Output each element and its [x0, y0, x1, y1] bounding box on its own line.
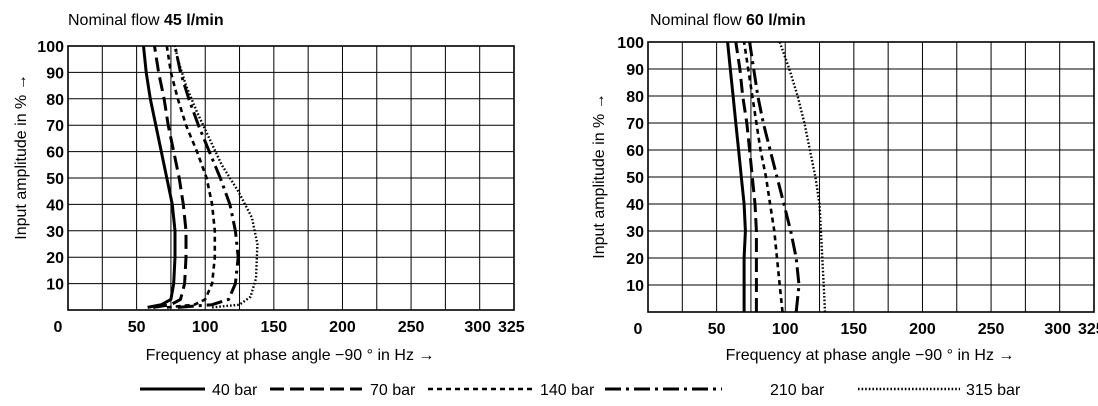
chart-1-x-axis-label: Frequency at phase angle −90 ° in Hz →: [146, 347, 435, 364]
x-tick-label: 250: [398, 319, 425, 336]
x-tick-label: 325: [1078, 321, 1098, 338]
y-tick-label: 40: [46, 197, 64, 214]
series-line-315-bar: [175, 46, 257, 307]
y-tick-label: 80: [46, 92, 64, 109]
y-tick-label: 80: [626, 89, 644, 106]
y-tick-label: 60: [626, 143, 644, 160]
y-tick-label: 10: [626, 278, 644, 295]
y-tick-label: 70: [626, 116, 644, 133]
legend-label: 70 bar: [370, 382, 416, 399]
y-tick-label: 60: [46, 145, 64, 162]
chart-1-y-axis-label: Input amplitude in % →: [13, 74, 30, 239]
x-tick-label: 300: [464, 319, 491, 336]
y-tick-label: 10: [46, 277, 64, 294]
series-line-70-bar: [153, 46, 186, 307]
chart-1: Nominal flow 45 l/min 10 20 30 40 50 60 70 80 90…: [13, 12, 525, 364]
y-tick-label: 90: [626, 62, 644, 79]
y-tick-label: 50: [46, 171, 64, 188]
x-tick-label: 150: [840, 321, 867, 338]
x-tick-label: 200: [909, 321, 936, 338]
x-tick-label: 0: [54, 319, 63, 336]
legend-label: 315 bar: [966, 382, 1021, 399]
chart-1-tick-labels: 10 20 30 40 50 60 70 80 90 100 0 50 100 150 200 250 300 3…: [37, 39, 525, 336]
x-tick-label: 150: [260, 319, 287, 336]
x-tick-label: 300: [1044, 321, 1071, 338]
chart-2-y-axis-label: Input amplitude in % →: [591, 93, 608, 258]
y-tick-label: 30: [46, 224, 64, 241]
legend-label: 40 bar: [212, 382, 258, 399]
x-tick-label: 250: [978, 321, 1005, 338]
legend-label: 140 bar: [540, 382, 595, 399]
chart-2-title: Nominal flow 60 l/min: [650, 12, 806, 29]
y-tick-label: 70: [46, 118, 64, 135]
y-tick-label: 20: [46, 250, 64, 267]
x-tick-label: 100: [192, 319, 219, 336]
chart-2-grid: [648, 42, 1094, 312]
x-tick-label: 0: [634, 321, 643, 338]
chart-1-lines: [144, 46, 258, 307]
x-tick-label: 100: [772, 321, 799, 338]
chart-2: Nominal flow 60 l/min 10 20 30 40 50 60 70 80 90…: [591, 12, 1098, 364]
x-tick-label: 50: [708, 321, 726, 338]
series-line-40-bar: [144, 46, 176, 307]
chart-2-x-axis-label: Frequency at phase angle −90 ° in Hz →: [726, 347, 1015, 364]
chart-2-tick-labels: 10 20 30 40 50 60 70 80 90 100 0 50 100 150 200 250 300 3…: [617, 35, 1098, 338]
x-tick-label: 325: [498, 319, 525, 336]
legend: 40 bar 70 bar 140 bar 210 bar 315 bar: [140, 382, 1021, 399]
y-tick-label: 40: [626, 197, 644, 214]
y-tick-label: 90: [46, 65, 64, 82]
x-tick-label: 50: [128, 319, 146, 336]
y-tick-label: 100: [617, 35, 644, 52]
y-tick-label: 30: [626, 224, 644, 241]
x-tick-label: 200: [329, 319, 356, 336]
y-tick-label: 20: [626, 251, 644, 268]
y-tick-label: 100: [37, 39, 64, 56]
chart-1-grid: [68, 46, 514, 310]
y-tick-label: 50: [626, 170, 644, 187]
legend-label: 210 bar: [770, 382, 825, 399]
chart-1-title: Nominal flow 45 l/min: [68, 12, 224, 29]
